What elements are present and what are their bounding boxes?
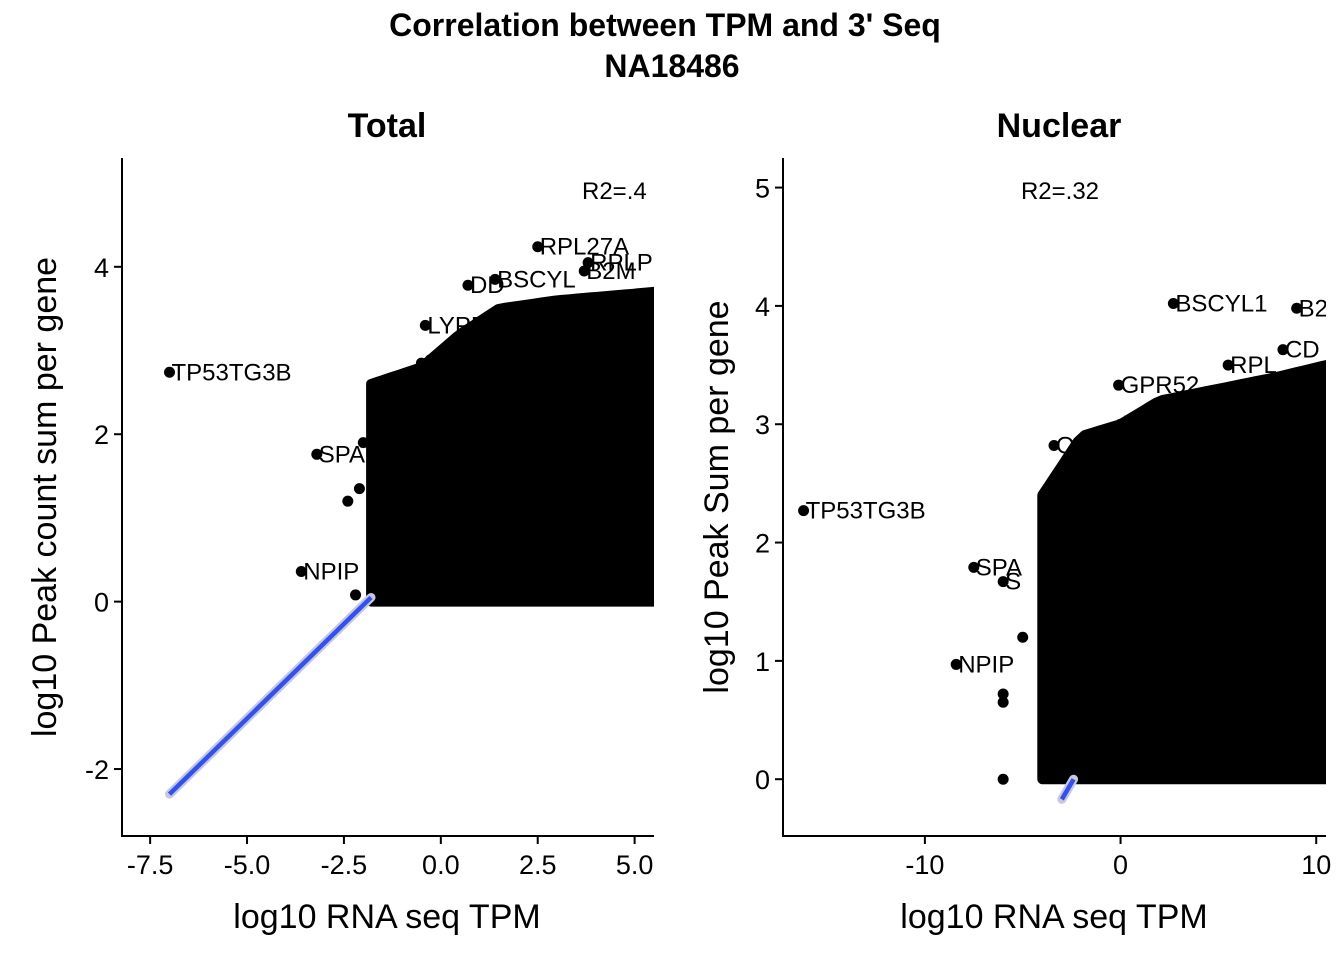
gene-label: LYPD1 [427,312,501,339]
scatter-point [350,589,362,601]
chart-title-line1: Correlation between TPM and 3' Seq [389,7,941,43]
scatter-point [968,561,980,573]
scatter-point [415,357,427,369]
y-tick-label: 0 [94,588,109,618]
gene-label: SPA [976,554,1022,581]
panel-title-nuclear: Nuclear [997,107,1122,145]
gene-label: DD [470,272,505,299]
point-layer [798,298,1303,785]
x-tick-label: 0 [1113,850,1128,880]
scatter-point [997,696,1009,708]
scatter-point [1291,302,1303,314]
y-tick-label: -2 [85,755,109,785]
x-tick-label: -10 [905,850,944,880]
scatter-point [532,241,544,253]
scatter-point [295,565,307,577]
y-tick-label: 2 [755,529,770,559]
axis-ticks: -10 0 10 0 1 2 3 4 5 [755,174,1331,880]
gene-label: ST [423,350,454,377]
scatter-point [1048,440,1060,452]
axis-ticks: -7.5 -5.0 -2.5 0.0 2.5 5.0 -2 0 2 4 [85,253,653,880]
gene-label: TP53TG3B [806,498,926,525]
scatter-point [798,505,810,517]
gene-label: NPIP [303,558,359,585]
y-tick-label: 2 [94,420,109,450]
regression-line [1057,774,1079,804]
gene-label: BSCYL1 [1175,291,1267,318]
scatter-point [164,366,176,378]
y-tick-label: 0 [755,765,770,795]
x-tick-label: 0.0 [422,850,460,880]
point-layer [164,241,594,601]
gene-label: GPR52 [1121,372,1200,399]
regression-line [165,592,376,799]
scatter-point [1222,359,1234,371]
scatter-point [1115,418,1127,430]
scatter-point [1017,631,1029,643]
gene-label: BES [1123,411,1171,438]
scatter-point [357,437,369,449]
y-axis-label-total: log10 Peak count sum per gene [26,257,64,737]
point-cloud-area [366,286,654,607]
chart-title-line2: NA18486 [604,48,739,84]
scatter-point [1277,344,1289,356]
gene-label: RPLP [590,250,653,277]
r2-annotation-total: R2=.4 [582,178,647,205]
gene-label: OR4F1 [1056,433,1133,460]
gene-label: RPL [1230,352,1277,379]
y-tick-label: 4 [755,292,770,322]
scatter-point [489,273,501,285]
scatter-point [388,386,400,398]
panel-total: Total TP53TG3B NPIP SPA LYPD1 DD RPL27A BSCYL R… [26,107,654,936]
x-axis-label-total: log10 RNA seq TPM [233,898,540,936]
point-label-layer: TP53TG3B NPIP SPA LYPD1 DD RPL27A BSCYL RPLPB2M… [172,234,653,586]
gene-label: NPIP [958,651,1014,678]
dense-point-cloud [1037,360,1326,785]
panel-title-total: Total [348,107,427,145]
scatter-point [582,257,594,269]
gene-label: S [1005,569,1021,596]
gene-label: HIS [451,340,491,367]
scatter-point [342,495,354,507]
x-tick-label: 5.0 [616,850,654,880]
fit-line [1059,778,1076,801]
dense-point-cloud [366,286,654,607]
scatter-point [997,688,1009,700]
scatter-point [1113,379,1125,391]
gene-label: TP53TG3B [172,359,292,386]
scatter-point [311,448,323,460]
x-tick-label: -2.5 [321,850,368,880]
x-tick-label: 10 [1301,850,1331,880]
gene-label: B2M [586,258,635,285]
x-tick-label: -5.0 [224,850,271,880]
gene-label: RPL27A [540,234,629,261]
scatter-point [1167,298,1179,310]
gene-label: CD [1285,337,1320,364]
scatter-point [997,576,1009,588]
scatter-point [419,319,431,331]
gene-label: BSCYL [497,266,576,293]
y-tick-label: 1 [755,647,770,677]
y-tick-label: 3 [755,410,770,440]
scatter-point [950,658,962,670]
point-cloud-area [1037,360,1326,785]
r2-annotation-nuclear: R2=.32 [1021,178,1099,205]
y-tick-label: 5 [755,174,770,204]
x-tick-label: -7.5 [127,850,174,880]
gene-label: B2 [1299,295,1328,322]
fit-line [167,595,373,796]
x-axis-label-nuclear: log10 RNA seq TPM [900,898,1207,936]
gene-label: SPA [319,441,365,468]
scatter-point [578,265,590,277]
scatter-point [353,483,365,495]
scatter-point [997,773,1009,785]
y-tick-label: 4 [94,253,109,283]
x-tick-label: 2.5 [519,850,557,880]
scatter-point [443,347,455,359]
scatter-point [462,279,474,291]
y-axis-label-nuclear: log10 Peak Sum per gene [698,300,736,693]
